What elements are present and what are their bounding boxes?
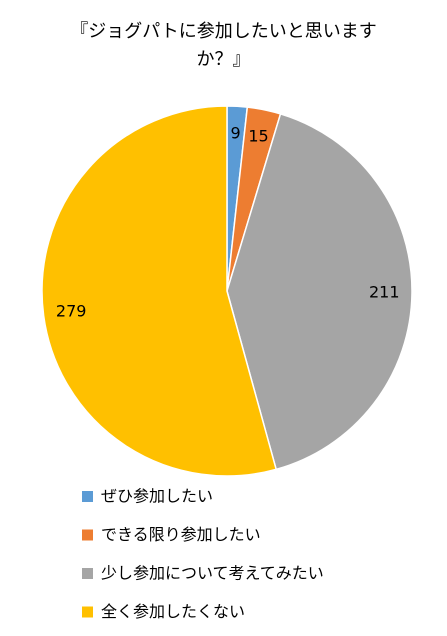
legend-swatch [82,568,93,579]
pie-slice [41,105,278,477]
legend-label: 少し参加について考えてみたい [101,564,324,583]
legend-swatch [82,606,93,618]
legend-swatch [82,491,93,502]
pie-slice [226,112,413,471]
chart-title: 『ジョグパトに参加したいと思いますか？』 [70,21,377,70]
legend-label: ぜひ参加したい [101,487,213,506]
legend-swatch [82,529,93,541]
legend-label: 全く参加したくない [101,602,245,621]
data-label: 15 [248,126,268,145]
data-label: 279 [56,302,87,321]
data-label: 9 [231,123,241,142]
legend-label: できる限り参加したい [101,525,261,544]
data-label: 211 [369,282,400,301]
